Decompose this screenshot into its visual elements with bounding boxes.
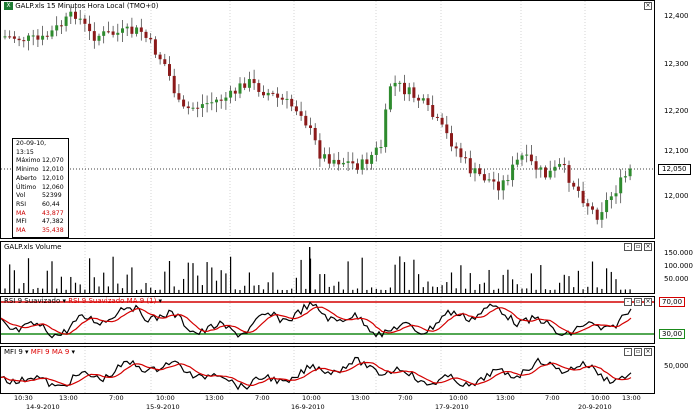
data-window-value: 12,010 <box>42 174 64 182</box>
data-window-key: Mínimo <box>16 166 39 174</box>
price-pane-controls: × <box>644 2 652 10</box>
price-axis: 12,400 12,300 12,200 12,100 12,000 <box>656 0 700 239</box>
close-icon[interactable]: × <box>644 298 652 306</box>
price-pane-title: X GALP.xls 15 Minutos Hora Local (TMO+0) <box>4 2 158 10</box>
volume-axis-label: 50.000 <box>664 275 689 283</box>
time-tick-label: 7:00 <box>545 394 560 402</box>
rsi-pane[interactable]: RSI 9 Suavizado ▾ RSI 9 Suavizado MA 9 (… <box>0 296 655 344</box>
volume-axis-label: 100.000 <box>664 262 693 270</box>
mfi-axis: 50,000 <box>656 346 700 394</box>
time-tick-label: 13:00 <box>622 394 641 402</box>
data-window-key: RSI <box>16 200 27 208</box>
data-window-row: MFI 47,382 <box>16 218 65 227</box>
time-tick-label: 13:00 <box>205 394 224 402</box>
time-tick-label: 13:00 <box>59 394 78 402</box>
excel-icon: X <box>4 2 13 10</box>
data-window-key: Aberto <box>16 174 37 182</box>
data-window-row: Aberto 12,010 <box>16 175 65 184</box>
data-window-value: 47,382 <box>42 218 64 226</box>
rsi-axis-label: 70,00 <box>659 297 686 307</box>
data-window-row: Último 12,060 <box>16 184 65 193</box>
price-chart <box>1 1 654 238</box>
time-axis: 10:30 13:00 7:00 10:00 13:00 7:00 10:00 13:00 7:… <box>0 394 700 412</box>
minimize-icon[interactable]: - <box>624 348 632 356</box>
volume-pane[interactable]: GALP.xls Volume - ▫ × <box>0 241 655 294</box>
maximize-icon[interactable]: ▫ <box>634 348 642 356</box>
time-tick-label: 13:00 <box>496 394 515 402</box>
time-tick-label: 10:00 <box>449 394 468 402</box>
mfi-chart <box>1 347 632 393</box>
time-tick-label: 7:00 <box>255 394 270 402</box>
price-axis-label: 12,200 <box>664 107 689 115</box>
data-window-key: MA <box>16 209 26 217</box>
data-window-key: Último <box>16 183 37 191</box>
price-axis-label: 12,400 <box>664 12 689 20</box>
maximize-icon[interactable]: ▫ <box>634 298 642 306</box>
data-window-row: Vol 52399 <box>16 192 65 201</box>
data-window-value: 35,438 <box>42 227 64 235</box>
close-icon[interactable]: × <box>644 2 652 10</box>
mfi-pane-title: MFI 9 ▾ MFI 9 MA 9 ▾ <box>4 348 76 356</box>
volume-axis: 150.000 100.000 50.000 <box>656 241 700 294</box>
date-tick-label: 16-9-2010 <box>291 403 325 411</box>
time-tick-label: 10:00 <box>591 394 610 402</box>
data-window-row: MA 35,438 <box>16 227 65 236</box>
mfi-pane-controls: - ▫ × <box>624 348 652 356</box>
data-window-key: Máximo <box>16 157 41 165</box>
close-icon[interactable]: × <box>644 243 652 251</box>
data-window-row: Máximo 12,070 <box>16 157 65 166</box>
data-window-key: MFI <box>16 218 27 226</box>
price-axis-label: 12,100 <box>664 147 689 155</box>
data-window-value: 12,010 <box>42 166 64 174</box>
data-window-row: MA 43,877 <box>16 210 65 219</box>
volume-pane-title: GALP.xls Volume <box>4 243 62 251</box>
rsi-pane-title: RSI 9 Suavizado ▾ RSI 9 Suavizado MA 9 (… <box>4 297 163 305</box>
price-pane[interactable]: X GALP.xls 15 Minutos Hora Local (TMO+0)… <box>0 0 655 239</box>
data-window-value: 12,060 <box>42 183 64 191</box>
price-axis-label: 12,300 <box>664 60 689 68</box>
data-window-key: MA <box>16 227 26 235</box>
close-icon[interactable]: × <box>644 348 652 356</box>
rsi-chart <box>1 297 654 343</box>
time-tick-label: 10:00 <box>156 394 175 402</box>
time-tick-label: 7:00 <box>398 394 413 402</box>
rsi-axis: 70,00 30,00 <box>656 296 700 344</box>
data-window-row: Mínimo 12,010 <box>16 166 65 175</box>
last-price-tag: 12,050 <box>658 164 691 175</box>
time-tick-label: 13:00 <box>351 394 370 402</box>
data-window-row: RSI 60,44 <box>16 201 65 210</box>
time-tick-label: 7:00 <box>109 394 124 402</box>
maximize-icon[interactable]: ▫ <box>634 243 642 251</box>
minimize-icon[interactable]: - <box>624 298 632 306</box>
data-window-header: 20-09-10, 13:15 <box>16 140 47 156</box>
date-tick-label: 15-9-2010 <box>146 403 180 411</box>
minimize-icon[interactable]: - <box>624 243 632 251</box>
data-window-value: 12,070 <box>42 157 64 165</box>
mfi-axis-label: 50,000 <box>664 362 689 370</box>
rsi-pane-controls: - ▫ × <box>624 298 652 306</box>
volume-pane-controls: - ▫ × <box>624 243 652 251</box>
volume-chart <box>4 242 631 293</box>
volume-axis-label: 150.000 <box>664 249 693 257</box>
data-window-value: 52399 <box>42 192 62 200</box>
data-window: 20-09-10, 13:15 Máximo 12,070 Mínimo 12,010… <box>12 138 69 238</box>
date-tick-label: 17-9-2010 <box>435 403 469 411</box>
rsi-axis-label: 30,00 <box>659 329 686 339</box>
time-tick-label: 10:00 <box>302 394 321 402</box>
data-window-value: 60,44 <box>42 200 60 208</box>
price-axis-label: 12,000 <box>664 192 689 200</box>
date-tick-label: 20-9-2010 <box>578 403 612 411</box>
data-window-value: 43,877 <box>42 209 64 217</box>
mfi-pane[interactable]: MFI 9 ▾ MFI 9 MA 9 ▾ - ▫ × <box>0 346 655 394</box>
date-tick-label: 14-9-2010 <box>26 403 60 411</box>
time-tick-label: 10:30 <box>14 394 33 402</box>
data-window-key: Vol <box>16 192 26 200</box>
